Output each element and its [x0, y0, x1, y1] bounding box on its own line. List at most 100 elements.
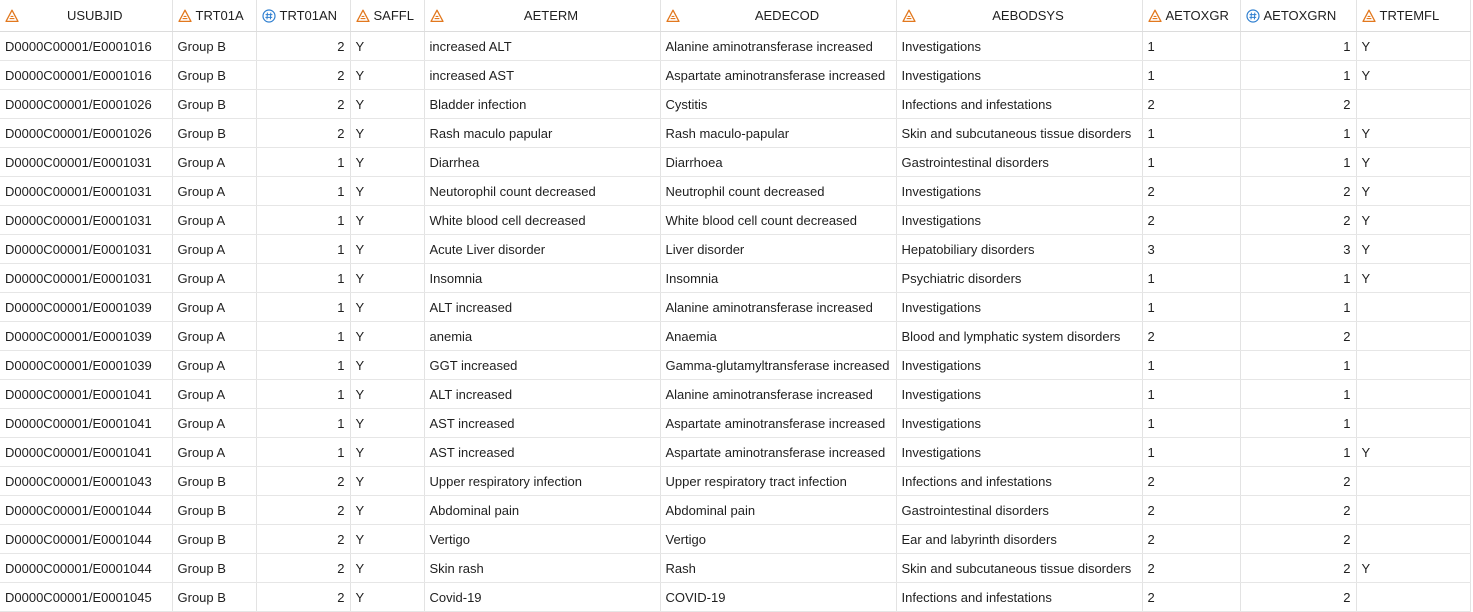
cell-aetoxgr[interactable]: 2 [1142, 176, 1241, 206]
cell-trt01an[interactable]: 1 [256, 408, 351, 438]
column-header-trt01a[interactable]: TRT01A [172, 0, 257, 32]
cell-saffl[interactable]: Y [350, 437, 425, 467]
cell-aetoxgrn[interactable]: 2 [1240, 582, 1357, 612]
cell-aetoxgr[interactable]: 1 [1142, 118, 1241, 148]
cell-trt01a[interactable]: Group A [172, 147, 257, 177]
cell-aeterm[interactable]: Acute Liver disorder [424, 234, 661, 264]
table-row[interactable]: D0000C00001/E0001031 Group A 1 Y Neutorophil… [0, 176, 1471, 206]
cell-saffl[interactable]: Y [350, 408, 425, 438]
cell-aedecod[interactable]: Neutrophil count decreased [660, 176, 897, 206]
cell-aedecod[interactable]: Aspartate aminotransferase increased [660, 60, 897, 90]
cell-aebodsys[interactable]: Infections and infestations [896, 582, 1143, 612]
cell-aeterm[interactable]: Bladder infection [424, 89, 661, 119]
column-header-aedecod[interactable]: AEDECOD [660, 0, 897, 32]
cell-aedecod[interactable]: Gamma-glutamyltransferase increased [660, 350, 897, 380]
cell-aebodsys[interactable]: Investigations [896, 437, 1143, 467]
cell-saffl[interactable]: Y [350, 553, 425, 583]
column-header-trtemfl[interactable]: TRTEMFL [1356, 0, 1471, 32]
cell-aetoxgr[interactable]: 2 [1142, 495, 1241, 525]
cell-aeterm[interactable]: increased ALT [424, 31, 661, 61]
cell-usubjid[interactable]: D0000C00001/E0001041 [0, 437, 173, 467]
cell-saffl[interactable]: Y [350, 31, 425, 61]
cell-aetoxgr[interactable]: 1 [1142, 31, 1241, 61]
cell-trt01a[interactable]: Group B [172, 89, 257, 119]
cell-aebodsys[interactable]: Investigations [896, 408, 1143, 438]
cell-trt01an[interactable]: 2 [256, 582, 351, 612]
cell-aetoxgrn[interactable]: 1 [1240, 379, 1357, 409]
cell-aetoxgrn[interactable]: 1 [1240, 350, 1357, 380]
column-header-usubjid[interactable]: USUBJID [0, 0, 173, 32]
cell-usubjid[interactable]: D0000C00001/E0001041 [0, 379, 173, 409]
cell-aedecod[interactable]: Rash [660, 553, 897, 583]
cell-saffl[interactable]: Y [350, 234, 425, 264]
cell-saffl[interactable]: Y [350, 524, 425, 554]
cell-aeterm[interactable]: Diarrhea [424, 147, 661, 177]
cell-usubjid[interactable]: D0000C00001/E0001031 [0, 147, 173, 177]
cell-trt01a[interactable]: Group A [172, 408, 257, 438]
cell-aeterm[interactable]: ALT increased [424, 292, 661, 322]
cell-aebodsys[interactable]: Gastrointestinal disorders [896, 495, 1143, 525]
cell-usubjid[interactable]: D0000C00001/E0001031 [0, 176, 173, 206]
cell-usubjid[interactable]: D0000C00001/E0001026 [0, 89, 173, 119]
cell-trtemfl[interactable] [1356, 321, 1471, 351]
cell-aebodsys[interactable]: Investigations [896, 205, 1143, 235]
cell-trt01an[interactable]: 2 [256, 60, 351, 90]
cell-aedecod[interactable]: Alanine aminotransferase increased [660, 379, 897, 409]
cell-saffl[interactable]: Y [350, 466, 425, 496]
table-row[interactable]: D0000C00001/E0001044 Group B 2 Y Abdominal p… [0, 495, 1471, 525]
cell-aetoxgr[interactable]: 2 [1142, 582, 1241, 612]
column-header-saffl[interactable]: SAFFL [350, 0, 425, 32]
cell-aedecod[interactable]: Aspartate aminotransferase increased [660, 437, 897, 467]
cell-trt01a[interactable]: Group B [172, 582, 257, 612]
cell-trt01a[interactable]: Group B [172, 495, 257, 525]
cell-aetoxgrn[interactable]: 1 [1240, 60, 1357, 90]
cell-trt01an[interactable]: 1 [256, 292, 351, 322]
cell-aetoxgrn[interactable]: 2 [1240, 495, 1357, 525]
cell-trtemfl[interactable] [1356, 89, 1471, 119]
cell-trt01an[interactable]: 1 [256, 205, 351, 235]
cell-trtemfl[interactable]: Y [1356, 176, 1471, 206]
cell-trt01a[interactable]: Group A [172, 321, 257, 351]
cell-aetoxgrn[interactable]: 1 [1240, 292, 1357, 322]
cell-trtemfl[interactable] [1356, 350, 1471, 380]
cell-usubjid[interactable]: D0000C00001/E0001031 [0, 234, 173, 264]
table-row[interactable]: D0000C00001/E0001026 Group B 2 Y Bladder inf… [0, 89, 1471, 119]
cell-usubjid[interactable]: D0000C00001/E0001045 [0, 582, 173, 612]
cell-aetoxgr[interactable]: 1 [1142, 60, 1241, 90]
cell-aetoxgr[interactable]: 1 [1142, 437, 1241, 467]
column-header-aetoxgr[interactable]: AETOXGR [1142, 0, 1241, 32]
cell-trt01a[interactable]: Group A [172, 350, 257, 380]
cell-aedecod[interactable]: Upper respiratory tract infection [660, 466, 897, 496]
table-row[interactable]: D0000C00001/E0001044 Group B 2 Y Vertigo Vert… [0, 524, 1471, 554]
cell-aetoxgrn[interactable]: 1 [1240, 147, 1357, 177]
cell-trt01a[interactable]: Group B [172, 31, 257, 61]
cell-usubjid[interactable]: D0000C00001/E0001016 [0, 31, 173, 61]
column-header-aebodsys[interactable]: AEBODSYS [896, 0, 1143, 32]
cell-trt01an[interactable]: 2 [256, 118, 351, 148]
cell-aebodsys[interactable]: Gastrointestinal disorders [896, 147, 1143, 177]
cell-aetoxgr[interactable]: 2 [1142, 205, 1241, 235]
cell-aebodsys[interactable]: Blood and lymphatic system disorders [896, 321, 1143, 351]
table-row[interactable]: D0000C00001/E0001031 Group A 1 Y Insomnia Ins… [0, 263, 1471, 293]
cell-trtemfl[interactable] [1356, 466, 1471, 496]
column-header-aeterm[interactable]: AETERM [424, 0, 661, 32]
cell-trt01an[interactable]: 1 [256, 234, 351, 264]
cell-trt01a[interactable]: Group B [172, 118, 257, 148]
cell-aedecod[interactable]: Insomnia [660, 263, 897, 293]
cell-saffl[interactable]: Y [350, 118, 425, 148]
cell-trt01an[interactable]: 1 [256, 176, 351, 206]
cell-aetoxgrn[interactable]: 2 [1240, 466, 1357, 496]
cell-aedecod[interactable]: Diarrhoea [660, 147, 897, 177]
cell-trtemfl[interactable] [1356, 408, 1471, 438]
cell-aetoxgr[interactable]: 2 [1142, 321, 1241, 351]
cell-aebodsys[interactable]: Infections and infestations [896, 89, 1143, 119]
cell-aebodsys[interactable]: Hepatobiliary disorders [896, 234, 1143, 264]
cell-aetoxgrn[interactable]: 2 [1240, 553, 1357, 583]
table-row[interactable]: D0000C00001/E0001039 Group A 1 Y ALT increas… [0, 292, 1471, 322]
cell-trtemfl[interactable]: Y [1356, 263, 1471, 293]
cell-trt01an[interactable]: 2 [256, 524, 351, 554]
cell-trtemfl[interactable]: Y [1356, 205, 1471, 235]
cell-aetoxgrn[interactable]: 2 [1240, 89, 1357, 119]
cell-trtemfl[interactable] [1356, 379, 1471, 409]
